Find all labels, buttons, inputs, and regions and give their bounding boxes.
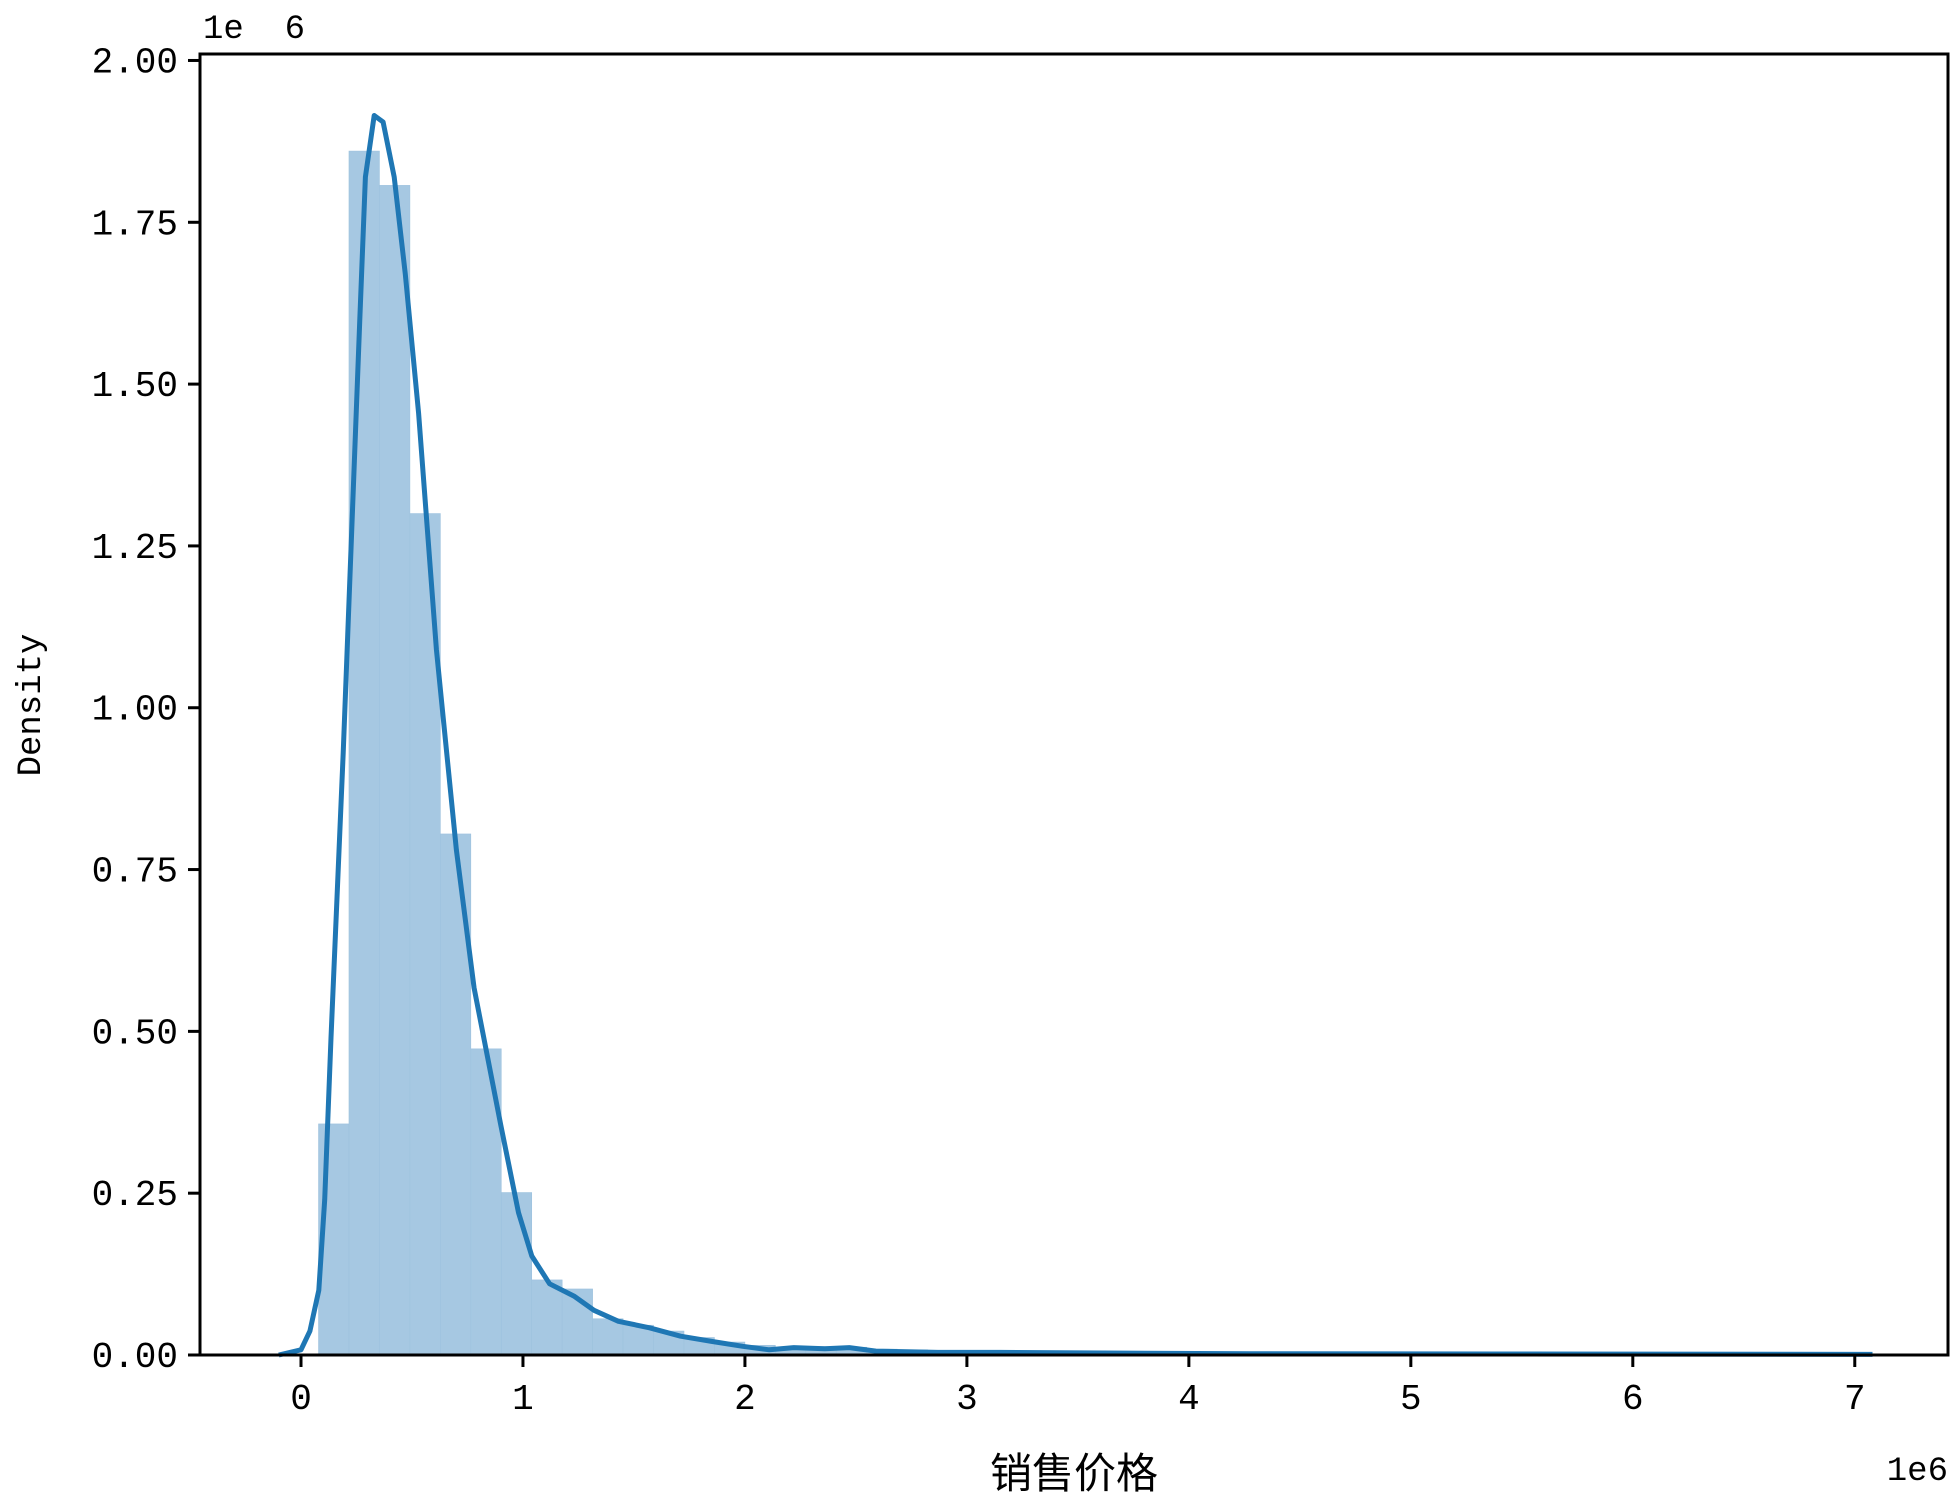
x-tick-label: 7	[1844, 1379, 1866, 1420]
x-tick-label: 6	[1622, 1379, 1644, 1420]
y-tick-label: 1.25	[92, 528, 178, 569]
histogram-bar	[531, 1279, 563, 1356]
y-tick-label: 0.25	[92, 1175, 178, 1216]
y-tick-label: 1.50	[92, 366, 178, 407]
x-tick-label: 3	[956, 1379, 978, 1420]
x-tick-label: 5	[1400, 1379, 1422, 1420]
x-tick-label: 4	[1178, 1379, 1200, 1420]
y-axis-label: Density	[13, 634, 51, 777]
y-tick-label: 0.00	[92, 1337, 178, 1378]
y-tick-label: 1.00	[92, 690, 178, 731]
histogram-bar	[500, 1192, 533, 1356]
y-tick-label: 2.00	[92, 42, 178, 83]
x-tick-label: 0	[290, 1379, 312, 1420]
x-axis: 0 1 2 3 4 5 6 7	[290, 1355, 1866, 1420]
y-axis: 0.00 0.25 0.50 0.75 1.00 1.25 1.50 1.75 2.00	[92, 42, 200, 1378]
x-tick-label: 2	[734, 1379, 756, 1420]
kde-line	[278, 113, 1873, 1358]
x-offset-label: 1e6	[1887, 1453, 1948, 1491]
y-tick-label: 1.75	[92, 204, 178, 245]
histogram-bar	[622, 1324, 654, 1356]
plot-frame	[198, 52, 1950, 1357]
x-tick-label: 1	[512, 1379, 534, 1420]
y-tick-label: 0.50	[92, 1013, 178, 1054]
histogram-bar	[379, 185, 411, 1356]
y-tick-label: 0.75	[92, 852, 178, 893]
y-offset-label: 1e 6	[203, 11, 305, 49]
x-axis-label: 销售价格	[990, 1452, 1158, 1500]
histogram-bar	[348, 150, 380, 1356]
histogram-bars	[318, 150, 1872, 1356]
histogram-bar	[592, 1318, 624, 1356]
